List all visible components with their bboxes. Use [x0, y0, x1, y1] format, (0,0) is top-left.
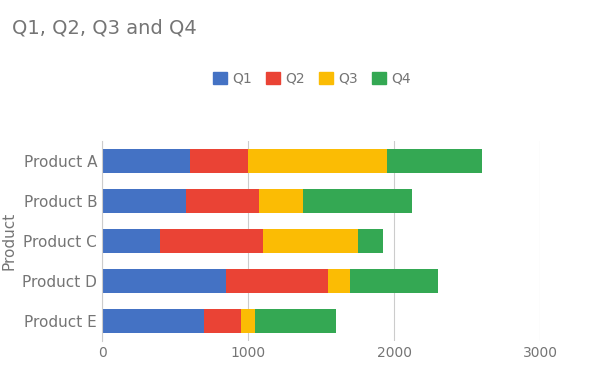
Bar — [328, 269, 350, 293]
Bar — [190, 149, 248, 173]
Bar — [387, 149, 482, 173]
Y-axis label: Product: Product — [2, 212, 17, 270]
Bar — [204, 309, 241, 333]
Bar — [263, 229, 358, 253]
Bar — [256, 309, 335, 333]
Bar — [102, 269, 226, 293]
Bar — [358, 229, 383, 253]
Bar — [102, 149, 190, 173]
Bar — [160, 229, 263, 253]
Bar — [259, 189, 303, 213]
Bar — [248, 149, 387, 173]
Bar — [241, 309, 256, 333]
Bar — [186, 189, 259, 213]
Bar — [102, 309, 204, 333]
Bar — [226, 269, 328, 293]
Legend: Q1, Q2, Q3, Q4: Q1, Q2, Q3, Q4 — [208, 66, 416, 91]
Bar — [303, 189, 412, 213]
Bar — [102, 189, 186, 213]
Text: Q1, Q2, Q3 and Q4: Q1, Q2, Q3 and Q4 — [12, 19, 197, 37]
Bar — [350, 269, 438, 293]
Bar — [102, 229, 160, 253]
